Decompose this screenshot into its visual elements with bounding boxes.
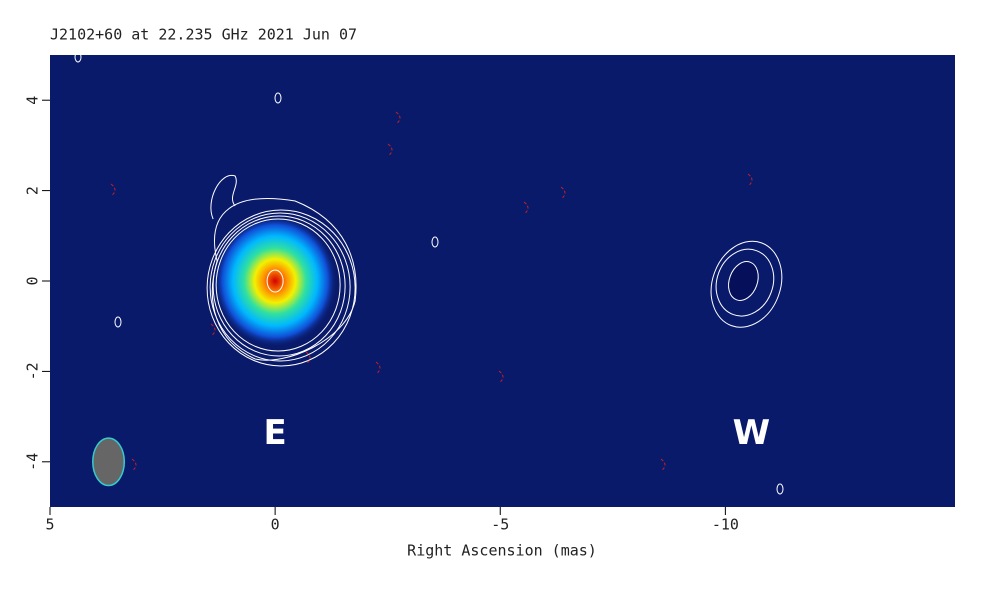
contour bbox=[431, 236, 439, 248]
negative-contour bbox=[387, 143, 393, 157]
contour bbox=[209, 212, 351, 362]
y-tick-label: 0 bbox=[24, 276, 42, 285]
contour bbox=[206, 209, 356, 367]
negative-contour bbox=[305, 351, 311, 365]
emission-core bbox=[213, 215, 338, 347]
contour bbox=[776, 483, 784, 495]
x-tick-label: 0 bbox=[271, 516, 280, 534]
contour bbox=[715, 248, 775, 317]
component-label: E bbox=[264, 413, 287, 453]
component-label: W bbox=[733, 413, 771, 453]
contours bbox=[74, 51, 784, 495]
chart-title: J2102+60 at 22.235 GHz 2021 Jun 07 bbox=[50, 26, 357, 44]
negative-contour bbox=[747, 173, 753, 187]
x-tick-label: -5 bbox=[491, 516, 509, 534]
negative-contour bbox=[375, 361, 381, 375]
contour bbox=[210, 175, 237, 220]
negative-contour bbox=[498, 370, 504, 384]
x-tick-label: 5 bbox=[45, 516, 54, 534]
y-tick-label: 4 bbox=[24, 96, 42, 105]
negative-contour bbox=[395, 111, 401, 125]
contour bbox=[274, 92, 282, 104]
y-tick-label: -4 bbox=[24, 453, 42, 471]
negative-contour bbox=[523, 201, 529, 215]
negative-contour bbox=[560, 186, 566, 200]
contour bbox=[266, 269, 284, 293]
negative-contour bbox=[131, 458, 137, 472]
contour bbox=[728, 261, 759, 301]
contour bbox=[710, 240, 783, 328]
contour bbox=[215, 218, 341, 352]
plot-area bbox=[50, 55, 955, 507]
negative-contour bbox=[660, 458, 666, 472]
x-tick-label: -10 bbox=[712, 516, 739, 534]
contour bbox=[212, 215, 346, 357]
negative-contour bbox=[110, 183, 116, 197]
contour bbox=[211, 198, 357, 361]
x-axis-label: Right Ascension (mas) bbox=[407, 542, 597, 560]
y-tick-label: -2 bbox=[24, 362, 42, 380]
contour bbox=[74, 51, 82, 63]
negative-contour bbox=[210, 323, 216, 337]
contour bbox=[114, 316, 122, 328]
beam bbox=[92, 437, 126, 487]
y-tick-label: 2 bbox=[24, 186, 42, 195]
